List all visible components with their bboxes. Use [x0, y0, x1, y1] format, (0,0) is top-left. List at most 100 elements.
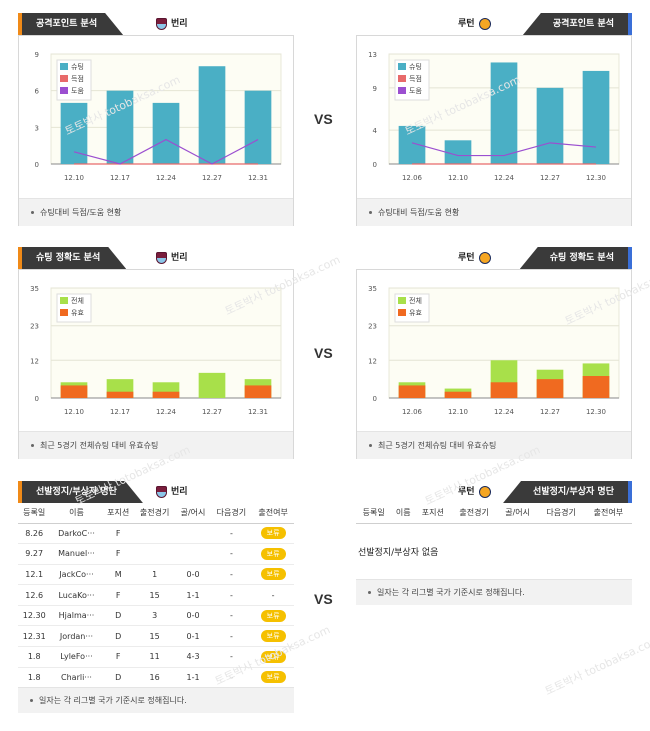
- cell-name: JackCo···: [50, 564, 103, 586]
- assists-line: [73, 138, 259, 165]
- table-row: 9.27 Manuel··· F - 보류: [18, 543, 294, 565]
- cell-ga: 4-3: [175, 646, 211, 668]
- cell-ga: 1-1: [175, 584, 211, 606]
- chart-note: 슈팅대비 득점/도움 현황: [19, 198, 293, 226]
- chart-box: 0 3 6 9 12.10 12.17 12.24 12.27 12.31 슈팅 득점 도움 슈팅대비…: [18, 35, 294, 226]
- bar-shots: [106, 90, 134, 164]
- team-left: 번리: [156, 481, 188, 503]
- cell-pos: F: [102, 584, 134, 606]
- cell-date: 12.6: [18, 584, 51, 606]
- team-right: 루턴: [458, 247, 491, 269]
- y-tick-label: 12: [30, 357, 39, 365]
- column-header: 포지션: [102, 503, 134, 524]
- cell-date: 12.1: [18, 564, 51, 586]
- x-tick-label: 12.31: [248, 174, 268, 182]
- column-header: 출전경기: [450, 503, 498, 524]
- y-tick-label: 13: [368, 51, 377, 59]
- chart-note: 최근 5경기 전체슈팅 대비 유효슈팅: [19, 431, 293, 459]
- bar-shots: [152, 102, 180, 164]
- cell-next: -: [210, 646, 253, 668]
- vs-label: VS: [314, 345, 333, 361]
- cell-ga: 0-1: [175, 625, 211, 648]
- bar-total: [198, 372, 226, 398]
- injury-empty-text: 선발정지/부상자 없음: [358, 548, 439, 558]
- assists-line: [411, 142, 597, 157]
- injury-box: 등록일 이름 포지션 출전경기 골/어시 다음경기 출전여부 8.26 DarkoC··· F -…: [18, 503, 294, 713]
- injury-table-left: 등록일 이름 포지션 출전경기 골/어시 다음경기 출전여부 8.26 DarkoC··· F -…: [18, 503, 294, 689]
- cell-ga: 0-0: [175, 605, 211, 627]
- legend-swatch: [398, 309, 406, 316]
- cell-date: 12.31: [18, 625, 51, 648]
- column-header: 출전경기: [133, 503, 176, 524]
- injury-panel-left: 선발정지/부상자 명단 번리 등록일 이름 포지션 출전경기 골/어시 다음경기 출전여부 …: [18, 481, 294, 713]
- y-tick-label: 35: [368, 285, 377, 293]
- legend-swatch: [398, 297, 406, 304]
- legend-swatch: [60, 63, 68, 70]
- accuracy-panel-right: 슈팅 정확도 분석 루턴 0 12 23 35 12.06 12.10 12.24 12.27…: [356, 247, 632, 459]
- bar-shots: [198, 66, 226, 164]
- cell-pos: D: [102, 605, 134, 627]
- y-tick-label: 9: [373, 85, 377, 93]
- injury-title-right: 선발정지/부상자 명단: [503, 481, 632, 503]
- injury-note: 일자는 각 리그별 국가 기준시로 정해집니다.: [18, 687, 294, 713]
- column-header: 골/어시: [497, 503, 538, 524]
- team-name: 번리: [171, 19, 188, 29]
- y-tick-label: 35: [30, 285, 39, 293]
- status-badge: 보류: [260, 650, 286, 663]
- cell-next: -: [210, 523, 253, 545]
- luton-crest-icon: [478, 486, 491, 498]
- bar-shots: [490, 62, 518, 164]
- team-left: 번리: [156, 13, 188, 35]
- cell-ga: 1-1: [175, 667, 211, 689]
- x-tick-label: 12.06: [402, 408, 423, 416]
- legend-swatch: [60, 309, 68, 316]
- cell-status: 보류: [252, 646, 294, 668]
- y-tick-label: 0: [373, 395, 377, 403]
- cell-status: 보류: [252, 523, 294, 545]
- legend-label: 유효: [71, 309, 84, 317]
- cell-apps: [133, 523, 176, 545]
- injury-panel-right: 선발정지/부상자 명단 루턴 등록일 이름 포지션 출전경기 골/어시 다음경기 출전여부 …: [356, 481, 632, 607]
- attack-panel-left: 공격포인트 분석 번리 0 3 6 9 12.10 12.17 12.24 12.27 12.3…: [18, 13, 294, 226]
- legend-swatch: [398, 87, 406, 94]
- x-tick-label: 12.31: [248, 408, 268, 416]
- column-header: 등록일: [356, 503, 392, 524]
- x-tick-label: 12.17: [110, 174, 130, 182]
- luton-crest-icon: [478, 18, 491, 30]
- x-tick-label: 12.30: [586, 408, 606, 416]
- bar-shots: [536, 87, 564, 164]
- legend-label: 득점: [409, 75, 422, 83]
- column-header: 다음경기: [210, 503, 253, 524]
- cell-name: Manuel···: [50, 543, 103, 565]
- status-badge: 보류: [260, 630, 286, 643]
- attack-title-right: 공격포인트 분석: [522, 13, 632, 35]
- x-tick-label: 12.27: [202, 174, 222, 182]
- legend-label: 득점: [71, 75, 84, 83]
- cell-next: -: [210, 543, 253, 565]
- column-header: 출전여부: [584, 503, 632, 524]
- chart-note: 최근 5경기 전체슈팅 대비 유효슈팅: [357, 431, 631, 459]
- x-tick-label: 12.24: [156, 408, 177, 416]
- accuracy-title-left: 슈팅 정확도 분석: [18, 247, 126, 269]
- table-row: 12.30 Hjalma··· D 3 0-0- 보류: [18, 605, 294, 627]
- column-header: 등록일: [18, 503, 51, 524]
- luton-crest-icon: [478, 252, 491, 264]
- cell-status: 보류: [252, 625, 294, 648]
- legend-label: 슈팅: [71, 62, 84, 71]
- y-tick-label: 23: [368, 323, 377, 331]
- legend-label: 전체: [71, 296, 84, 305]
- cell-next: -: [210, 564, 253, 586]
- accuracy-title-right: 슈팅 정확도 분석: [519, 247, 632, 269]
- column-header: 이름: [391, 503, 416, 524]
- legend-swatch: [60, 297, 68, 304]
- x-tick-label: 12.10: [448, 408, 468, 416]
- cell-name: LucaKo···: [50, 584, 103, 606]
- injury-note: 일자는 각 리그별 국가 기준시로 정해집니다.: [356, 579, 632, 605]
- cell-pos: M: [102, 564, 134, 586]
- legend-swatch: [60, 75, 68, 82]
- legend-swatch: [398, 75, 406, 82]
